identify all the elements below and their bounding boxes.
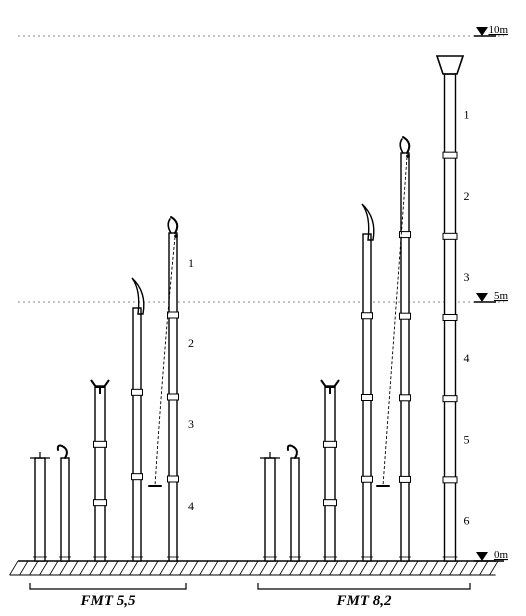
segment-label: 1 [188,256,194,270]
ref-label: 10m [488,24,508,36]
pole-shaft [61,458,69,561]
pole-shaft [325,386,335,561]
pole-joint [168,394,179,400]
segment-label: 2 [464,189,470,203]
ref-label: 0m [494,549,509,561]
group-label: FMT 5,5 [79,593,136,609]
group-label: FMT 8,2 [335,593,392,609]
segment-label: 3 [464,270,470,284]
pole-joint [94,441,107,447]
pole-joint [400,476,411,482]
pole-joint [132,389,143,395]
pole-joint [362,476,373,482]
pole-shaft [265,458,275,561]
pole-comparison-diagram: 0m 5m 10m 1 2 3 4 5 6 1 2 3 4 FMT 5,5 FMT 8,2 [0,0,526,616]
segment-label: 6 [464,513,470,527]
segment-label: 2 [188,336,194,350]
pole-joint [324,500,337,506]
pole-joint [168,312,179,318]
segment-label: 3 [188,417,194,431]
pole-joint [400,395,411,401]
pole-joint [400,313,411,319]
pole-joint [443,477,457,483]
pole-joint [362,395,373,401]
pole-joint [362,313,373,319]
segment-label: 5 [464,432,470,446]
segment-label: 4 [188,499,194,513]
pole-joint [443,315,457,321]
pole-joint [132,474,143,480]
pole-shaft [133,308,141,561]
pole-joint [443,396,457,402]
pole-joint [94,500,107,506]
pole-joint [168,476,179,482]
pole-shaft [291,458,299,561]
pole-shaft [35,458,45,561]
pole-shaft [95,386,105,561]
segment-label: 4 [464,351,470,365]
pole-joint [443,152,457,158]
ref-label: 5m [494,290,509,302]
pole-joint [443,233,457,239]
segment-label: 1 [464,108,470,122]
pole-shaft [401,153,409,561]
pole-joint [324,441,337,447]
